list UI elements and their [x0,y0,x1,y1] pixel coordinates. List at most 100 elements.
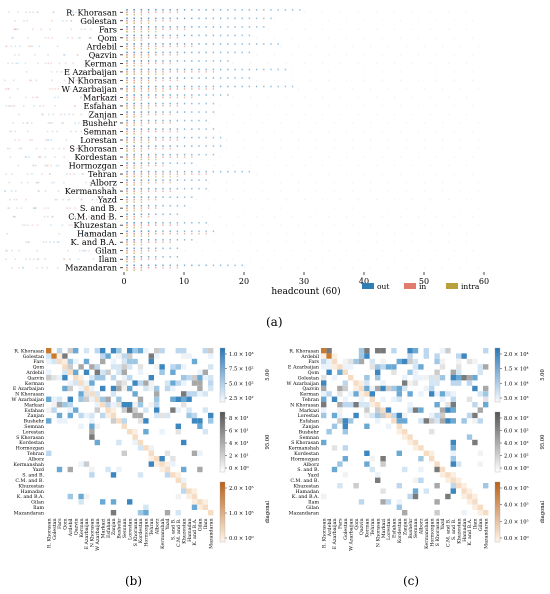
c-cell [418,466,424,473]
a-dot [140,81,143,84]
b-cell [148,461,154,467]
a-dot [162,37,164,39]
a-grid [120,11,123,269]
a-bg-dot [87,45,90,48]
b-cell [94,407,100,413]
a-tail-dot [424,147,426,150]
b-cell [170,380,176,386]
b-column-label: Qom [63,518,69,530]
a-tail-dot [466,113,468,116]
c-cell [407,402,413,408]
a-bg-dot [81,198,83,201]
b-cell [208,510,214,516]
a-dot [248,68,251,71]
c-column-labels: R. Khorasan Ardebil E Azarbaijan Fars Golest… [321,518,489,551]
a-dot [219,264,222,267]
b-cell [137,396,144,402]
a-tail-dot [214,199,216,201]
a-dot [147,47,150,50]
a-bg-dot [14,19,16,22]
a-dot [155,190,157,192]
b-cell [164,466,171,473]
a-dot [205,9,207,11]
c-cell [358,358,365,365]
a-dot [133,269,135,271]
a-dot [126,141,128,144]
a-dot [169,147,171,150]
a-tail-dot [280,139,282,141]
c-cell [483,402,489,408]
a-dot [133,105,135,107]
b-cell [137,364,144,370]
a-tail-dot [244,147,246,150]
a-tail-dot [298,45,300,47]
c-cell [434,499,440,505]
a-dot [140,224,143,226]
a-dot [255,17,258,20]
b-cell [191,418,198,424]
a-bg-dot [5,105,8,107]
a-bg-dot [80,113,83,116]
a-bg-dot [101,224,103,226]
a-tail-dot [304,28,306,30]
a-bg-dot [27,37,29,39]
a-tail-dot [478,139,480,141]
a-dot [212,136,215,139]
c-cell [450,402,456,408]
b-cell [197,385,203,392]
a-bg-dot [63,79,66,82]
a-tail-dot [340,164,342,167]
a-bg-dot [88,19,91,22]
a-dot [140,181,143,184]
a-tail-dot [334,190,336,192]
a-tail-dot [238,130,240,133]
c-cell [369,385,375,392]
c-column-label: Kerman [365,518,371,537]
a-bg-dot [18,113,20,116]
c-cell [337,461,343,467]
a-dot [255,26,258,28]
a-tail-dot [322,28,324,30]
a-dot [140,258,143,261]
a-tail-dot [472,105,474,107]
b-cell [191,375,198,381]
a-dot [183,170,186,173]
a-tail-dot [442,267,444,269]
a-dot [205,88,207,90]
a-tail-dot [328,156,330,158]
a-dot [126,258,128,261]
a-tail-dot [328,130,330,133]
c-column-label: S. and B. [451,518,457,540]
a-bg-dot [69,207,72,209]
a-dot [234,9,236,11]
a-bg-dot [77,258,80,261]
a-dot [126,64,128,67]
a-bg-dot [12,79,15,82]
a-bg-dot [84,122,86,124]
c-cell [466,375,473,381]
a-dot [126,37,128,39]
a-tail-dot [442,88,444,90]
a-dot [205,111,207,113]
b-cell [110,385,117,392]
a-bg-dot [38,156,40,158]
a-dot [126,39,128,42]
a-dot [205,71,207,73]
a-tail-dot [400,156,402,158]
b-row-label: Gilan [31,500,44,506]
b-cell [56,466,63,473]
a-tail-dot [280,122,282,124]
a-bg-dot [28,258,31,261]
a-tail-dot [358,233,360,235]
a-dot [227,264,229,267]
c-cell [472,418,478,424]
a-dot [183,173,186,175]
a-dot [140,230,143,233]
b-cell [208,412,214,419]
a-tail-dot [454,250,456,252]
c-cell [358,402,365,408]
a-dot [126,107,128,110]
a-dot [155,266,157,269]
a-dot [126,133,128,135]
a-tail-dot [466,62,468,64]
